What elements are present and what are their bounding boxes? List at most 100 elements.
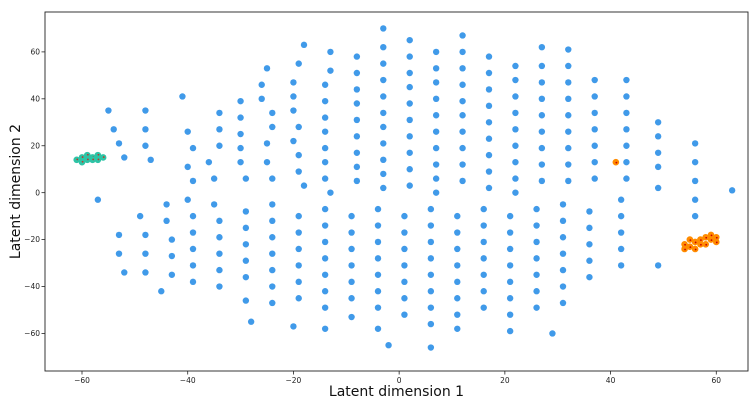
data-point xyxy=(459,112,466,119)
data-point xyxy=(617,196,625,203)
data-point xyxy=(295,245,302,253)
data-point xyxy=(401,311,408,318)
data-point xyxy=(142,231,149,239)
x-tick-label: 0 xyxy=(397,376,402,385)
data-point xyxy=(406,133,413,140)
data-point xyxy=(485,86,493,93)
data-point xyxy=(348,313,355,321)
data-point xyxy=(353,163,361,171)
data-point xyxy=(295,262,302,269)
data-point xyxy=(432,161,440,168)
data-point xyxy=(432,175,440,182)
data-point xyxy=(263,65,271,72)
data-point xyxy=(142,126,149,133)
data-point xyxy=(242,175,250,182)
data-point xyxy=(427,320,435,328)
data-point xyxy=(533,205,540,213)
orange-cluster-mark xyxy=(694,248,697,251)
data-point xyxy=(380,184,387,192)
data-point xyxy=(586,241,593,248)
data-point xyxy=(586,224,593,232)
data-point xyxy=(115,250,123,257)
data-point xyxy=(427,255,435,262)
data-point xyxy=(327,67,334,74)
data-point xyxy=(353,53,361,60)
data-point xyxy=(380,170,387,178)
data-point xyxy=(512,126,519,133)
data-point xyxy=(427,222,435,229)
data-point xyxy=(295,151,302,159)
data-point xyxy=(454,295,461,302)
data-point xyxy=(480,304,487,311)
data-point xyxy=(247,318,255,325)
data-point xyxy=(374,325,382,332)
data-point xyxy=(480,222,487,229)
data-point xyxy=(353,149,361,156)
data-point xyxy=(427,238,435,246)
data-point xyxy=(321,158,329,166)
data-point xyxy=(168,271,176,278)
orange-cluster-mark xyxy=(684,248,686,251)
data-point xyxy=(121,154,128,161)
data-point xyxy=(348,229,355,236)
y-tick-label: 60 xyxy=(30,47,40,56)
data-point xyxy=(623,126,630,133)
data-point xyxy=(385,341,392,349)
data-point xyxy=(242,257,250,264)
data-point xyxy=(459,65,466,72)
data-point xyxy=(454,278,461,286)
data-point xyxy=(269,217,276,225)
data-point xyxy=(216,109,223,117)
data-point xyxy=(591,76,598,84)
data-point xyxy=(459,97,466,105)
data-point xyxy=(406,53,413,60)
data-point xyxy=(617,229,625,236)
data-point xyxy=(485,168,493,175)
data-point xyxy=(480,255,487,262)
data-point xyxy=(353,116,361,124)
data-point xyxy=(401,295,408,302)
data-point xyxy=(459,177,466,185)
data-point xyxy=(654,163,662,171)
x-tick-label: 20 xyxy=(500,376,510,385)
data-point xyxy=(480,288,487,295)
data-point xyxy=(290,323,297,330)
data-point xyxy=(295,212,302,220)
y-tick-label: 20 xyxy=(30,141,40,150)
data-point xyxy=(115,140,123,147)
data-point xyxy=(691,196,699,203)
data-point xyxy=(533,304,540,311)
data-point xyxy=(623,142,630,149)
orange-cluster-mark xyxy=(700,239,702,242)
data-point xyxy=(401,245,408,253)
data-point xyxy=(321,97,329,105)
orange-cluster-mark xyxy=(710,234,713,237)
data-point xyxy=(533,271,540,278)
data-point xyxy=(205,158,213,166)
data-point xyxy=(538,144,546,152)
data-point xyxy=(300,41,308,49)
data-point xyxy=(216,217,223,225)
data-point xyxy=(559,250,567,257)
data-point xyxy=(586,208,593,215)
data-point xyxy=(533,255,540,262)
data-point xyxy=(121,269,128,276)
data-point xyxy=(406,100,413,107)
data-point xyxy=(269,299,276,307)
data-point xyxy=(533,238,540,246)
data-point xyxy=(485,102,493,110)
data-point xyxy=(295,278,302,286)
data-point xyxy=(269,250,276,257)
data-point xyxy=(269,201,276,208)
data-point xyxy=(654,133,662,140)
data-point xyxy=(591,126,598,133)
data-point xyxy=(454,245,461,253)
data-point xyxy=(142,250,149,257)
green-cluster-mark xyxy=(81,160,84,163)
data-point xyxy=(728,187,736,194)
data-point xyxy=(353,86,361,93)
data-point xyxy=(432,112,440,119)
data-point xyxy=(184,163,191,171)
green-cluster-mark xyxy=(86,158,89,161)
data-point xyxy=(163,201,170,208)
